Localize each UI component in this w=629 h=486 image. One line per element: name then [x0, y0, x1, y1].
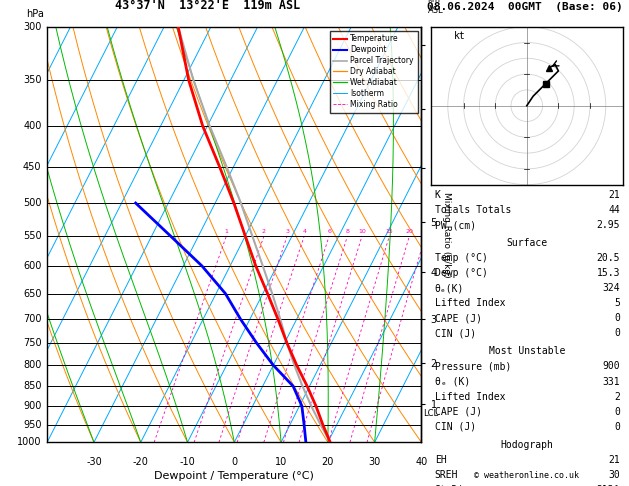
Text: 40: 40	[415, 457, 428, 467]
Text: SREH: SREH	[435, 470, 458, 480]
Text: 500: 500	[23, 198, 42, 208]
Text: 331: 331	[603, 377, 620, 386]
Text: Surface: Surface	[506, 238, 547, 248]
Text: K: K	[435, 190, 440, 200]
Text: © weatheronline.co.uk: © weatheronline.co.uk	[474, 471, 579, 480]
Text: StmDir: StmDir	[435, 485, 470, 486]
Text: kt: kt	[454, 32, 466, 41]
Text: Lifted Index: Lifted Index	[435, 392, 505, 401]
Text: 20.5: 20.5	[597, 253, 620, 263]
Text: 15: 15	[386, 229, 393, 234]
Text: 650: 650	[23, 289, 42, 298]
Text: 15.3: 15.3	[597, 268, 620, 278]
Text: EH: EH	[435, 455, 447, 465]
Text: Dewp (°C): Dewp (°C)	[435, 268, 487, 278]
Text: 800: 800	[23, 360, 42, 370]
Text: 0: 0	[231, 457, 237, 467]
Text: 0: 0	[615, 329, 620, 338]
Text: 21: 21	[608, 190, 620, 200]
Text: 21: 21	[608, 455, 620, 465]
Text: Most Unstable: Most Unstable	[489, 347, 565, 356]
Text: 43°37'N  13°22'E  119m ASL: 43°37'N 13°22'E 119m ASL	[116, 0, 301, 12]
Text: 44: 44	[608, 205, 620, 215]
Text: km
ASL: km ASL	[428, 0, 443, 15]
Text: 400: 400	[23, 121, 42, 131]
Text: -10: -10	[180, 457, 196, 467]
Text: CIN (J): CIN (J)	[435, 422, 476, 432]
Text: 350: 350	[23, 75, 42, 85]
Text: 20: 20	[406, 229, 413, 234]
Text: 0: 0	[615, 407, 620, 417]
Text: 600: 600	[23, 261, 42, 271]
Text: 8: 8	[345, 229, 350, 234]
Text: 08.06.2024  00GMT  (Base: 06): 08.06.2024 00GMT (Base: 06)	[427, 2, 623, 12]
Text: 2.95: 2.95	[597, 220, 620, 230]
Text: Hodograph: Hodograph	[500, 440, 554, 450]
Text: 900: 900	[23, 401, 42, 411]
Text: 10: 10	[358, 229, 366, 234]
Text: 0: 0	[615, 313, 620, 323]
Text: 5: 5	[615, 298, 620, 308]
Text: 324: 324	[603, 283, 620, 293]
Text: 312°: 312°	[597, 485, 620, 486]
Text: 2: 2	[262, 229, 266, 234]
Text: 1000: 1000	[17, 437, 42, 447]
Text: Pressure (mb): Pressure (mb)	[435, 362, 511, 371]
Text: 1: 1	[225, 229, 228, 234]
Text: -30: -30	[86, 457, 102, 467]
Text: 30: 30	[369, 457, 381, 467]
Text: 950: 950	[23, 419, 42, 430]
Text: θₑ (K): θₑ (K)	[435, 377, 470, 386]
Text: 0: 0	[615, 422, 620, 432]
Text: CAPE (J): CAPE (J)	[435, 407, 482, 417]
Y-axis label: Mixing Ratio (g/kg): Mixing Ratio (g/kg)	[442, 191, 450, 278]
Legend: Temperature, Dewpoint, Parcel Trajectory, Dry Adiabat, Wet Adiabat, Isotherm, Mi: Temperature, Dewpoint, Parcel Trajectory…	[330, 31, 418, 113]
Text: 2: 2	[615, 392, 620, 401]
Text: 20: 20	[321, 457, 334, 467]
Text: 300: 300	[23, 22, 42, 32]
Text: 900: 900	[603, 362, 620, 371]
Text: 550: 550	[23, 231, 42, 241]
Text: hPa: hPa	[26, 9, 44, 19]
Text: CAPE (J): CAPE (J)	[435, 313, 482, 323]
Text: 850: 850	[23, 381, 42, 391]
Text: Dewpoint / Temperature (°C): Dewpoint / Temperature (°C)	[154, 471, 314, 481]
Text: -20: -20	[133, 457, 148, 467]
Text: Temp (°C): Temp (°C)	[435, 253, 487, 263]
Text: CIN (J): CIN (J)	[435, 329, 476, 338]
Text: Totals Totals: Totals Totals	[435, 205, 511, 215]
Text: 450: 450	[23, 162, 42, 172]
Text: 10: 10	[275, 457, 287, 467]
Text: LCL: LCL	[423, 409, 438, 418]
Text: 30: 30	[608, 470, 620, 480]
Text: 4: 4	[303, 229, 306, 234]
Text: 6: 6	[327, 229, 331, 234]
Text: Lifted Index: Lifted Index	[435, 298, 505, 308]
Text: 700: 700	[23, 314, 42, 324]
Text: θₑ(K): θₑ(K)	[435, 283, 464, 293]
Text: PW (cm): PW (cm)	[435, 220, 476, 230]
Text: 750: 750	[23, 338, 42, 348]
Text: 3: 3	[285, 229, 289, 234]
